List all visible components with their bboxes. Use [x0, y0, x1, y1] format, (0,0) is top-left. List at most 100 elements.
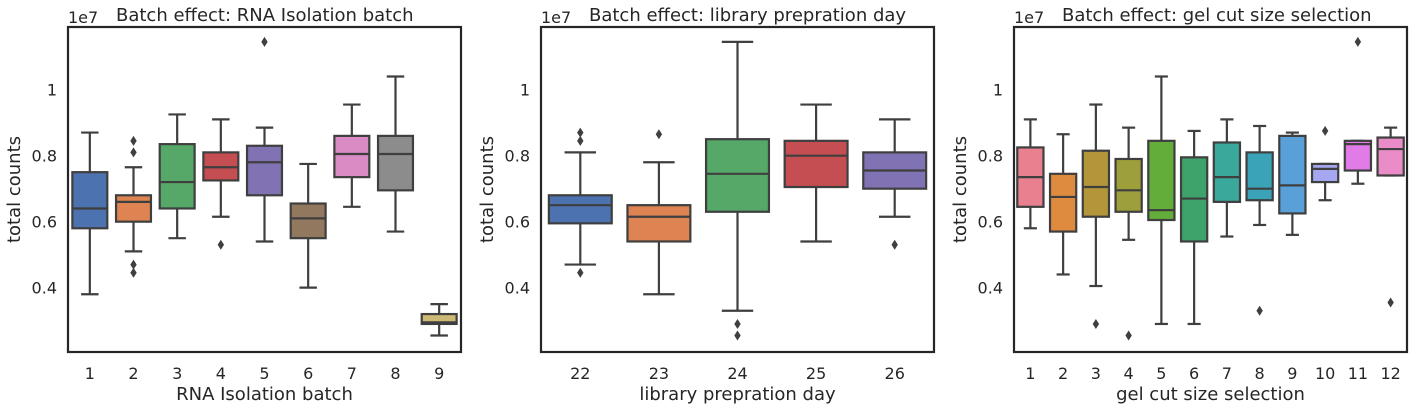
box-body	[420, 312, 458, 326]
outlier-point	[130, 147, 137, 158]
outlier-point	[1125, 330, 1132, 341]
box-body	[158, 143, 196, 210]
x-tick-label: 9	[434, 364, 444, 383]
box-6	[289, 162, 327, 289]
outlier-point	[261, 36, 268, 47]
box-body	[1212, 141, 1242, 203]
x-tick-label: 8	[1255, 364, 1265, 383]
x-tick-label: 3	[172, 364, 182, 383]
box-body	[1343, 139, 1373, 172]
axes-frame	[539, 25, 936, 354]
box-body	[114, 194, 153, 223]
axes-frame	[1012, 25, 1409, 354]
x-tick-label: 5	[1156, 364, 1166, 383]
panel-1: 1 2 3 4 5 6 7 8 9 0.4 0.6 0.8 1 1e7 Batch effect: RNA …	[4, 5, 463, 405]
box-body	[1048, 172, 1078, 233]
x-tick-label: 6	[1189, 364, 1199, 383]
box-8	[1245, 124, 1274, 316]
box-7	[333, 103, 371, 208]
box-body	[1245, 151, 1274, 202]
box-8	[376, 75, 415, 233]
outlier-point	[217, 239, 225, 250]
box-body	[1310, 162, 1340, 184]
outlier-point	[577, 127, 584, 138]
y-axis-label: total counts	[4, 136, 25, 243]
box-3	[1081, 103, 1111, 329]
y-tick-label: 0.8	[32, 147, 57, 166]
x-tick-label: 10	[1315, 364, 1335, 383]
box-body	[783, 139, 849, 189]
outlier-point	[891, 239, 898, 250]
box-2	[114, 135, 153, 278]
box-body	[626, 204, 692, 243]
x-tick-label: 26	[885, 364, 905, 383]
outlier-point	[655, 129, 663, 140]
box-body	[704, 138, 771, 213]
x-tick-label: 4	[1124, 364, 1134, 383]
box-body	[376, 134, 415, 192]
box-body	[1147, 139, 1176, 222]
box-9	[1278, 131, 1307, 236]
box-2	[1048, 133, 1078, 276]
box-body	[289, 202, 327, 240]
x-tick-label: 12	[1380, 364, 1400, 383]
chart-title: Batch effect: gel cut size selection	[1062, 5, 1372, 26]
chart-title: Batch effect: library prepration day	[589, 5, 906, 26]
outlier-point	[577, 267, 584, 278]
outlier-point	[130, 259, 137, 270]
box-5	[245, 36, 284, 243]
chart-title: Batch effect: RNA Isolation batch	[116, 5, 414, 26]
outlier-point	[1354, 36, 1362, 47]
y-offset-label: 1e7	[541, 8, 571, 27]
outlier-point	[1387, 297, 1394, 308]
y-tick-label: 1	[520, 81, 530, 100]
x-tick-label: 7	[1222, 364, 1232, 383]
box-1	[71, 131, 109, 296]
y-tick-label: 1	[47, 81, 57, 100]
x-tick-label: 1	[85, 364, 95, 383]
y-tick-label: 0.6	[505, 213, 530, 232]
box-9	[420, 303, 458, 337]
x-axis-label: library prepration day	[639, 384, 836, 405]
x-tick-label: 7	[347, 364, 357, 383]
x-tick-label: 11	[1348, 364, 1368, 383]
x-tick-label: 25	[806, 364, 826, 383]
outlier-point	[1321, 125, 1329, 136]
x-tick-label: 1	[1025, 364, 1035, 383]
box-23	[626, 129, 692, 296]
y-tick-label: 0.4	[505, 279, 530, 298]
x-tick-label: 23	[649, 364, 669, 383]
y-tick-label: 0.8	[505, 147, 530, 166]
y-axis-label: total counts	[950, 136, 971, 243]
y-tick-label: 0.8	[978, 147, 1003, 166]
axes-frame	[66, 25, 463, 354]
y-tick-label: 1	[993, 81, 1003, 100]
outlier-point	[1092, 318, 1100, 329]
outlier-point	[577, 135, 584, 146]
box-1	[1016, 118, 1045, 230]
box-26	[862, 118, 928, 250]
x-axis-label: RNA Isolation batch	[176, 384, 353, 405]
box-3	[158, 113, 196, 240]
x-tick-label: 2	[1058, 364, 1068, 383]
x-tick-label: 24	[727, 364, 747, 383]
box-11	[1343, 36, 1373, 185]
panel-2: 22 23 24 25 26 0.4 0.6 0.8 1 1e7 Batch effect: lib…	[477, 5, 936, 405]
box-24	[704, 40, 771, 341]
y-tick-label: 0.4	[32, 279, 57, 298]
y-tick-label: 0.6	[32, 213, 57, 232]
box-body	[1278, 134, 1307, 215]
box-4	[202, 118, 240, 250]
outlier-point	[734, 318, 741, 329]
x-tick-label: 4	[216, 364, 226, 383]
outlier-point	[130, 135, 137, 146]
box-body	[71, 171, 109, 230]
x-tick-label: 9	[1287, 364, 1297, 383]
y-tick-label: 0.4	[978, 279, 1003, 298]
box-6	[1179, 129, 1209, 326]
x-tick-label: 3	[1091, 364, 1101, 383]
box-10	[1310, 125, 1340, 202]
outlier-point	[734, 330, 741, 341]
